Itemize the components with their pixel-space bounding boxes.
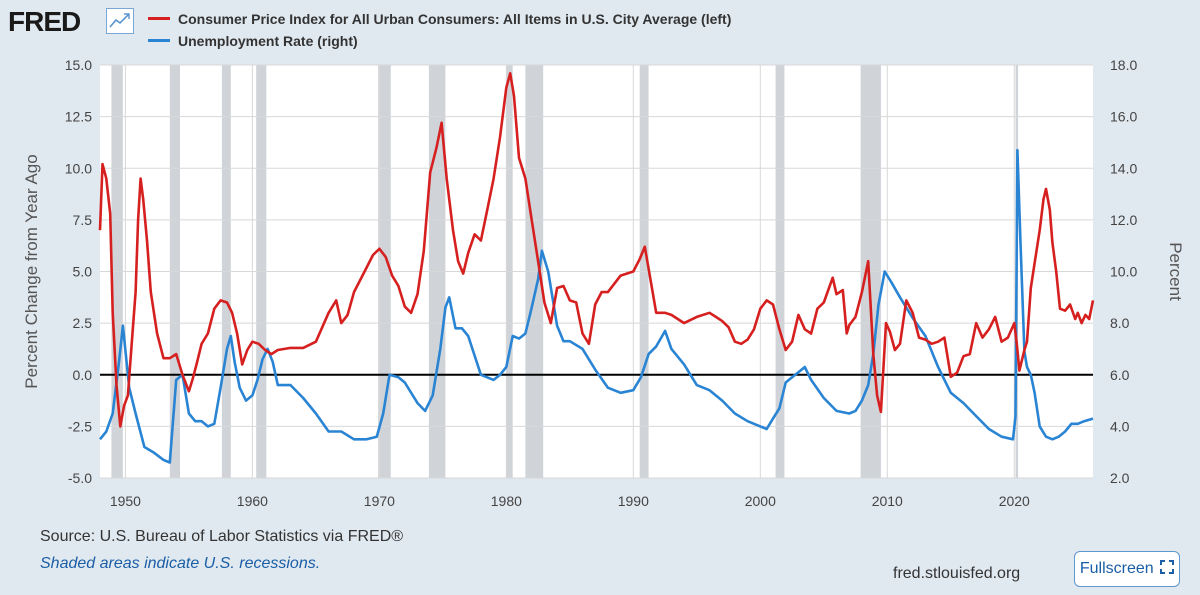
cpi-swatch	[148, 16, 170, 20]
y2-tick-label: 4.0	[1110, 418, 1130, 434]
y2-tick-label: 10.0	[1110, 264, 1137, 280]
x-tick-label: 2000	[745, 493, 776, 509]
y-axis-label: Percent Change from Year Ago	[22, 154, 41, 388]
legend-item-cpi: Consumer Price Index for All Urban Consu…	[148, 11, 731, 27]
legend-label-cpi: Consumer Price Index for All Urban Consu…	[178, 11, 732, 27]
cpi-line	[98, 72, 1095, 428]
y-tick-label: 10.0	[65, 160, 92, 176]
y-tick-label: -5.0	[68, 470, 92, 486]
series-lines	[98, 72, 1095, 464]
legend-label-unemployment: Unemployment Rate (right)	[178, 33, 358, 49]
y-tick-label: 0.0	[73, 367, 93, 383]
x-tick-label: 1950	[110, 493, 141, 509]
y2-tick-label: 18.0	[1110, 57, 1137, 73]
chart-line-icon	[106, 8, 134, 34]
axis-ticks: 15.0 12.5 10.0 7.5 5.0 2.5 0.0 -2.5 -5.0 18.0 16.0…	[65, 57, 1138, 509]
y2-tick-label: 14.0	[1110, 160, 1137, 176]
unemployment-swatch	[148, 38, 170, 42]
fred-logo[interactable]: FRED	[8, 6, 81, 37]
y-tick-label: 12.5	[65, 109, 92, 125]
legend-item-unemployment: Unemployment Rate (right)	[148, 33, 358, 49]
chart-header: FRED Consumer Price Index for All Urban …	[0, 0, 1200, 60]
recession-note: Shaded areas indicate U.S. recessions.	[40, 555, 321, 572]
y-tick-label: -2.5	[68, 418, 92, 434]
source-note: Source: U.S. Bureau of Labor Statistics …	[40, 528, 404, 545]
y-tick-label: 15.0	[65, 57, 92, 73]
y-tick-label: 5.0	[73, 264, 93, 280]
fullscreen-label: Fullscreen	[1079, 560, 1154, 577]
fullscreen-icon	[1160, 560, 1175, 574]
y2-tick-label: 6.0	[1110, 367, 1130, 383]
x-tick-label: 1970	[364, 493, 395, 509]
x-tick-label: 1980	[491, 493, 522, 509]
x-tick-label: 1990	[618, 493, 649, 509]
y2-tick-label: 16.0	[1110, 109, 1137, 125]
site-url[interactable]: fred.stlouisfed.org	[893, 565, 1021, 582]
gridlines	[100, 64, 1093, 479]
y2-axis-label: Percent	[1166, 242, 1185, 301]
x-tick-label: 1960	[237, 493, 268, 509]
x-tick-label: 2010	[872, 493, 903, 509]
fullscreen-button[interactable]: Fullscreen	[1074, 551, 1180, 587]
y-tick-label: 7.5	[73, 212, 93, 228]
y-tick-label: 2.5	[73, 315, 93, 331]
y2-tick-label: 12.0	[1110, 212, 1137, 228]
unemployment-line	[98, 148, 1094, 464]
y2-tick-label: 2.0	[1110, 470, 1130, 486]
y2-tick-label: 8.0	[1110, 315, 1130, 331]
x-tick-label: 2020	[999, 493, 1030, 509]
